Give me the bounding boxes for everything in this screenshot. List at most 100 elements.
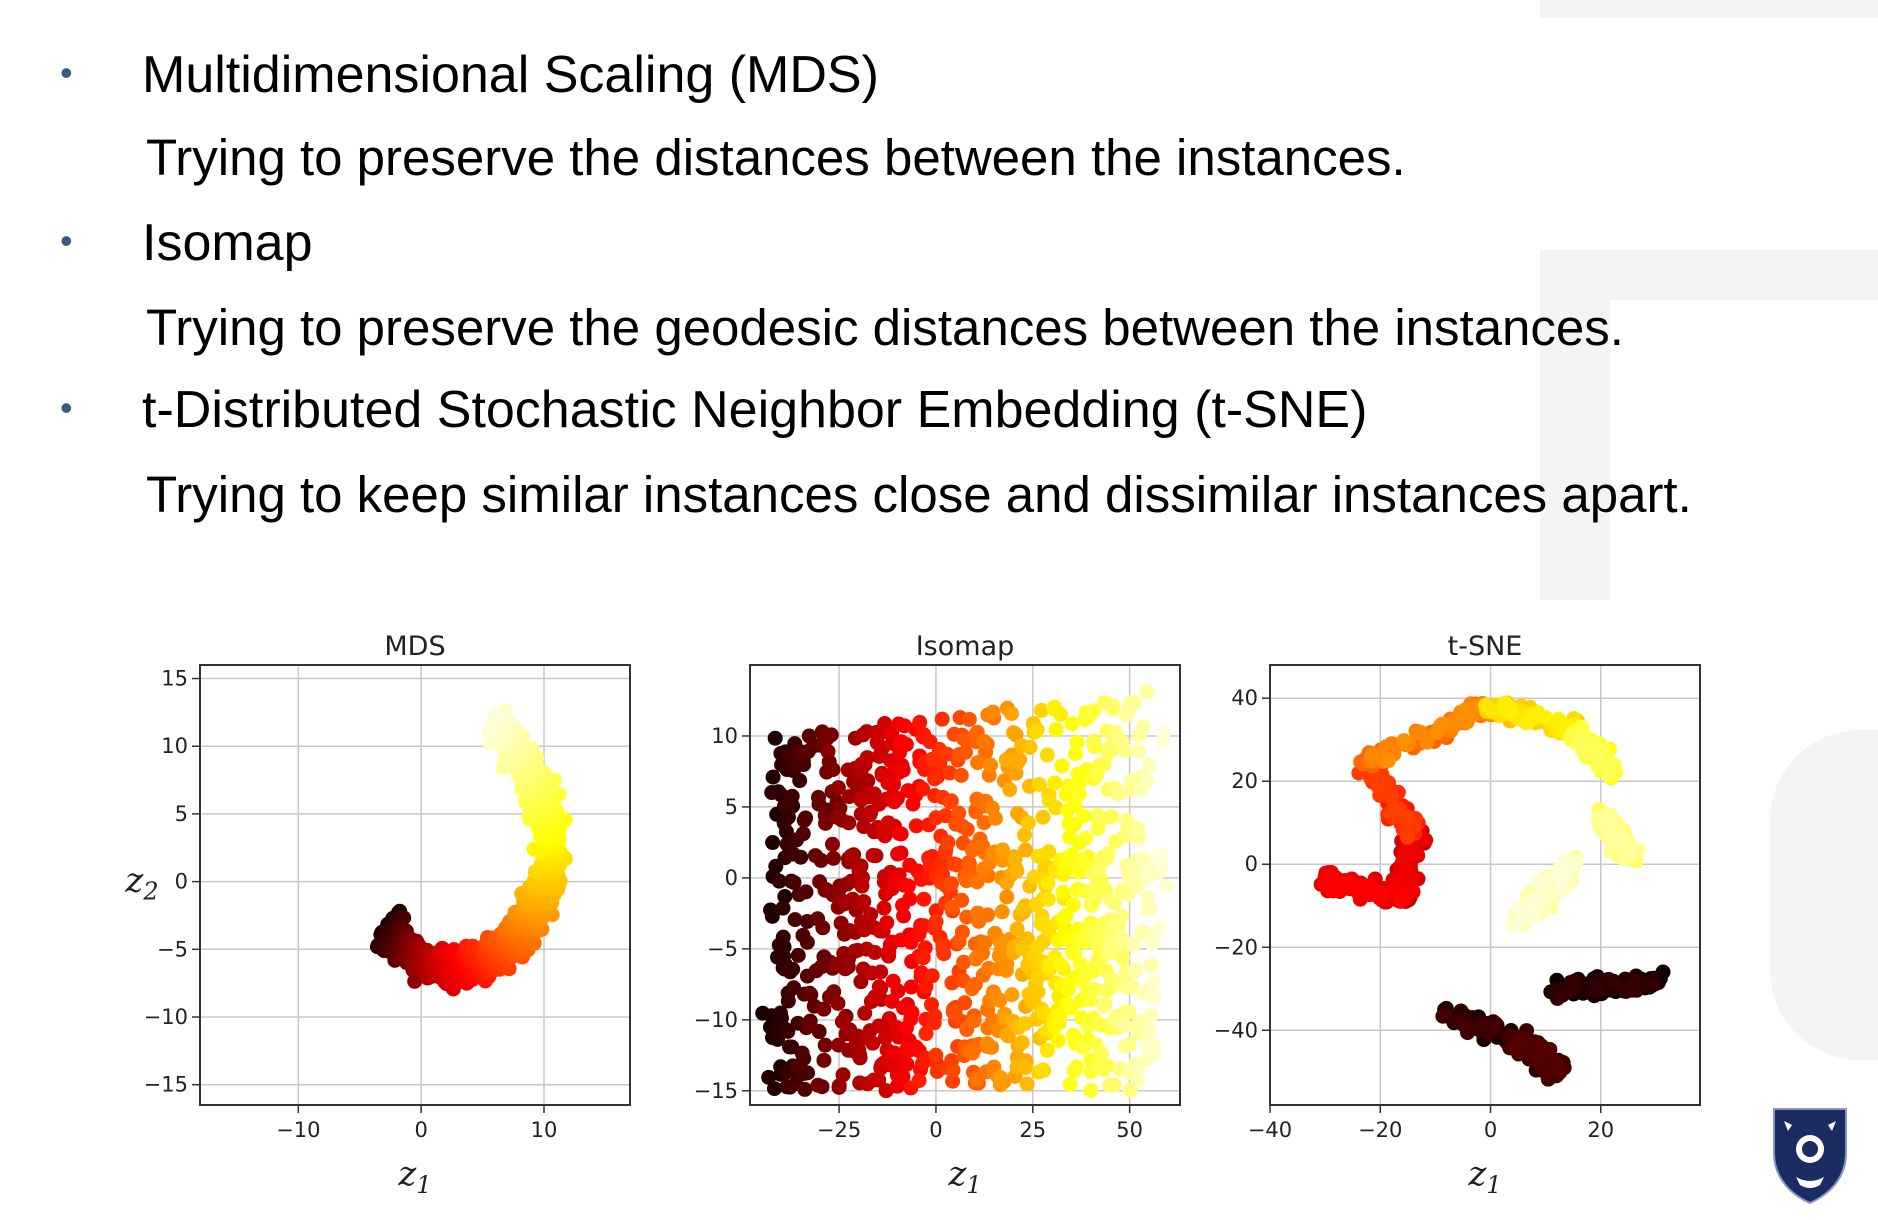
data-point [1503,704,1519,720]
data-point [863,906,879,922]
data-point [854,878,870,894]
data-point [782,1039,798,1055]
data-point [1019,1076,1035,1092]
data-point [1123,695,1139,711]
data-point [1103,809,1119,825]
bullet-heading: t-Distributed Stochastic Neighbor Embedd… [142,381,1368,439]
data-point [994,904,1010,920]
data-point [772,1005,788,1021]
data-point [1007,851,1023,867]
data-point [1065,897,1081,913]
data-point [795,826,811,842]
data-point [1548,1054,1564,1070]
data-point [1143,1007,1159,1023]
data-point [465,938,481,954]
data-point [1039,1042,1055,1058]
data-point [1457,703,1473,719]
data-point [987,810,1003,826]
data-point [776,815,792,831]
data-point [1128,962,1144,978]
data-point [798,810,814,826]
data-point [1047,775,1063,791]
x-tick-label: 25 [1019,1118,1046,1142]
data-point [1154,859,1170,875]
data-point [1063,1000,1079,1016]
bullet-description: Trying to preserve the distances between… [146,129,1406,186]
y-tick-label: −15 [694,1079,738,1103]
data-point [1419,734,1435,750]
data-point [1059,854,1075,870]
data-point [1602,807,1618,823]
data-point [807,848,823,864]
data-point [1090,807,1106,823]
data-point [1064,945,1080,961]
data-point [1570,736,1586,752]
data-point [803,987,819,1003]
y-tick-label: 20 [1231,769,1258,793]
data-point [1050,1033,1066,1049]
data-point [995,842,1011,858]
data-point [1589,979,1605,995]
data-point [879,915,895,931]
data-point [1089,767,1105,783]
x-tick-label: −20 [1358,1118,1402,1142]
data-point [964,981,980,997]
y-tick-label: −10 [144,1005,188,1029]
data-point [1135,718,1151,734]
data-point [775,900,791,916]
data-point [944,899,960,915]
bullet-dot: • [60,387,73,428]
data-point [1159,879,1175,895]
data-point [853,974,869,990]
data-point [835,1067,851,1083]
data-point [945,1062,961,1078]
data-point [1589,812,1605,828]
data-point [829,809,845,825]
data-point [1140,889,1156,905]
data-point [1105,698,1121,714]
data-point [1380,753,1396,769]
data-point [877,1030,893,1046]
data-point [1145,975,1161,991]
data-point [1387,800,1403,816]
data-point [961,711,977,727]
data-point [798,884,814,900]
data-point [976,815,992,831]
x-tick-label: 20 [1587,1118,1614,1142]
data-point [1531,1048,1547,1064]
data-point [1118,1038,1134,1054]
data-point [771,873,787,889]
data-point [998,962,1014,978]
data-point [865,1035,881,1051]
plot-title: MDS [384,631,445,662]
data-point [953,767,969,783]
data-point [857,1005,873,1021]
data-point [873,981,889,997]
data-point [1396,733,1412,749]
data-point [1097,996,1113,1012]
data-point [1126,937,1142,953]
data-point [1130,1072,1146,1088]
data-point [1073,852,1089,868]
data-point [927,771,943,787]
data-point [841,815,857,831]
data-point [1064,716,1080,732]
data-point [816,1052,832,1068]
data-point [884,993,900,1009]
data-point [1035,848,1051,864]
data-point [970,755,986,771]
data-point [1058,908,1074,924]
data-point [818,815,834,831]
data-point [787,912,803,928]
watermark-shape [1540,250,1878,300]
data-point [834,1014,850,1030]
x-tick-label: 50 [1116,1118,1143,1142]
data-point [764,908,780,924]
data-point [1538,710,1554,726]
data-point [893,826,909,842]
data-point [775,929,791,945]
data-point [890,846,906,862]
data-point [893,734,909,750]
data-point [1055,884,1071,900]
data-point [820,743,836,759]
